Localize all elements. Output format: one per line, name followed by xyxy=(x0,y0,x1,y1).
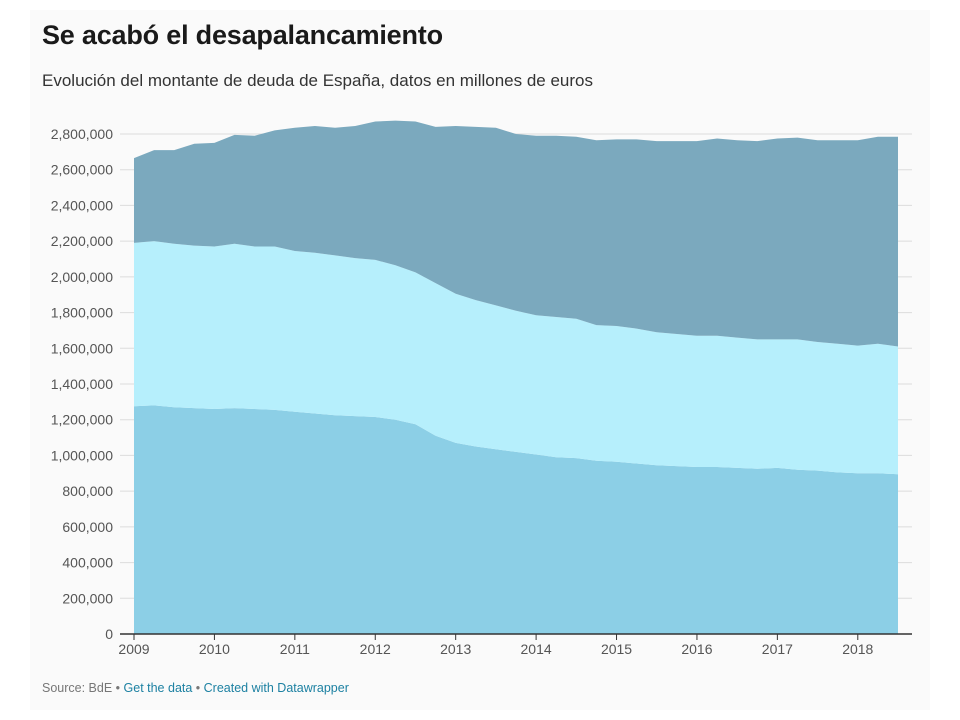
x-tick-label: 2011 xyxy=(280,641,310,657)
area-series-3 xyxy=(134,120,898,347)
x-tick-label: 2015 xyxy=(601,641,632,657)
x-tick-label: 2016 xyxy=(681,641,712,657)
y-tick-label: 400,000 xyxy=(62,555,113,571)
y-tick-label: 2,400,000 xyxy=(51,197,113,213)
y-tick-label: 0 xyxy=(105,626,113,642)
chart-title: Se acabó el desapalancamiento xyxy=(42,20,443,50)
get-data-link[interactable]: Get the data xyxy=(123,681,193,695)
chart-subtitle: Evolución del montante de deuda de Españ… xyxy=(42,71,593,90)
source-note: Source: BdE xyxy=(42,681,113,695)
x-tick-label: 2018 xyxy=(842,641,873,657)
y-tick-label: 2,000,000 xyxy=(51,269,113,285)
area-series-2 xyxy=(134,241,898,475)
x-tick-label: 2013 xyxy=(440,641,471,657)
chart-footer: Source: BdE • Get the data • Created wit… xyxy=(42,681,349,695)
y-tick-label: 2,800,000 xyxy=(51,126,113,142)
y-tick-label: 1,800,000 xyxy=(51,305,113,321)
footer-separator: • xyxy=(112,681,124,695)
x-tick-label: 2009 xyxy=(118,641,149,657)
area-series-1 xyxy=(134,405,898,634)
x-tick-label: 2014 xyxy=(521,641,552,657)
x-axis: 2009 2010 2011 2012 2013 2014 2015 2016 2017 2018 xyxy=(118,633,912,657)
y-tick-label: 2,600,000 xyxy=(51,162,113,178)
y-tick-label: 600,000 xyxy=(62,519,113,535)
y-tick-label: 1,000,000 xyxy=(51,447,113,463)
y-tick-label: 800,000 xyxy=(62,483,113,499)
datawrapper-link[interactable]: Created with Datawrapper xyxy=(203,681,349,695)
x-tick-label: 2010 xyxy=(199,641,230,657)
y-tick-label: 1,200,000 xyxy=(51,412,113,428)
y-tick-label: 200,000 xyxy=(62,590,113,606)
area-series xyxy=(134,120,898,634)
y-tick-label: 1,600,000 xyxy=(51,340,113,356)
y-tick-label: 2,200,000 xyxy=(51,233,113,249)
y-axis: 0 200,000 400,000 600,000 800,000 1,000,000 1,… xyxy=(51,126,114,642)
x-tick-label: 2017 xyxy=(762,641,793,657)
x-tick-label: 2012 xyxy=(360,641,391,657)
y-tick-label: 1,400,000 xyxy=(51,376,113,392)
footer-separator: • xyxy=(192,681,204,695)
